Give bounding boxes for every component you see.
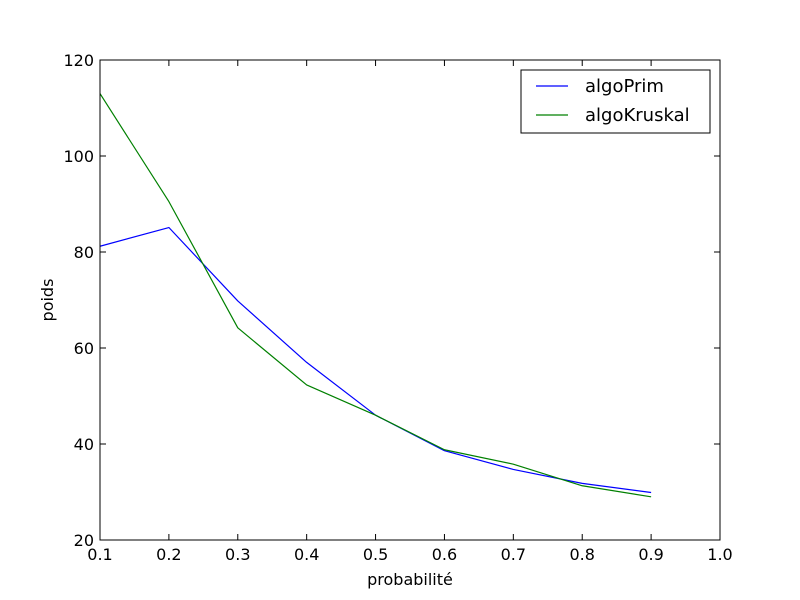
legend-label-algokruskal: algoKruskal <box>585 105 690 126</box>
plot-frame <box>99 59 721 541</box>
x-tick-label: 0.5 <box>363 545 388 564</box>
x-tick-label: 1.0 <box>707 545 732 564</box>
x-tick-label: 0.2 <box>156 545 181 564</box>
series-line-algokruskal <box>99 93 652 498</box>
y-axis-label: poids <box>38 279 57 322</box>
legend: algoPrim algoKruskal <box>520 69 711 134</box>
legend-box <box>520 69 711 134</box>
x-tick-label: 0.9 <box>638 545 663 564</box>
y-tick-label: 40 <box>74 435 94 454</box>
y-tick-label: 120 <box>63 51 94 70</box>
series-layer <box>99 93 652 498</box>
x-tick-label: 0.6 <box>432 545 457 564</box>
y-tick-label: 80 <box>74 243 94 262</box>
x-axis-label: probabilité <box>367 570 453 589</box>
x-tick-label: 0.8 <box>569 545 594 564</box>
y-tick-label: 60 <box>74 339 94 358</box>
y-tick-label: 20 <box>74 531 94 550</box>
y-tick-label: 100 <box>63 147 94 166</box>
x-tick-label: 0.1 <box>87 545 112 564</box>
x-tick-label: 0.4 <box>294 545 319 564</box>
legend-label-algoprim: algoPrim <box>585 76 664 97</box>
tick-layer: 0.1 0.2 0.3 0.4 0.5 0.6 0.7 0.8 0.9 1.0 20 40 60 80 10… <box>63 51 732 564</box>
x-tick-label: 0.3 <box>225 545 250 564</box>
x-tick-label: 0.7 <box>501 545 526 564</box>
